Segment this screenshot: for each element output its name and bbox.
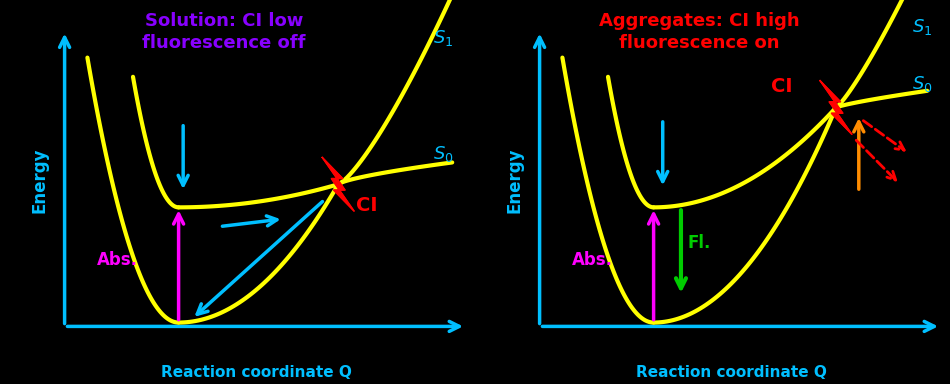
Polygon shape [820, 81, 852, 134]
Text: Energy: Energy [505, 148, 523, 213]
Text: Energy: Energy [30, 148, 48, 213]
Text: $S_1$: $S_1$ [433, 28, 453, 48]
Text: Solution: CI low
fluorescence off: Solution: CI low fluorescence off [142, 12, 306, 52]
Text: $S_0$: $S_0$ [912, 74, 933, 94]
Text: Abs.: Abs. [572, 251, 613, 269]
Text: Abs.: Abs. [97, 251, 138, 269]
Text: Reaction coordinate Q: Reaction coordinate Q [161, 365, 352, 380]
Polygon shape [322, 157, 354, 211]
Text: Reaction coordinate Q: Reaction coordinate Q [636, 365, 826, 380]
Text: $S_0$: $S_0$ [433, 144, 453, 164]
Text: CI: CI [770, 77, 792, 96]
Text: Fl.: Fl. [688, 234, 712, 252]
Text: $S_1$: $S_1$ [913, 17, 933, 37]
Text: Aggregates: CI high
fluorescence on: Aggregates: CI high fluorescence on [598, 12, 800, 52]
Text: CI: CI [356, 196, 378, 215]
